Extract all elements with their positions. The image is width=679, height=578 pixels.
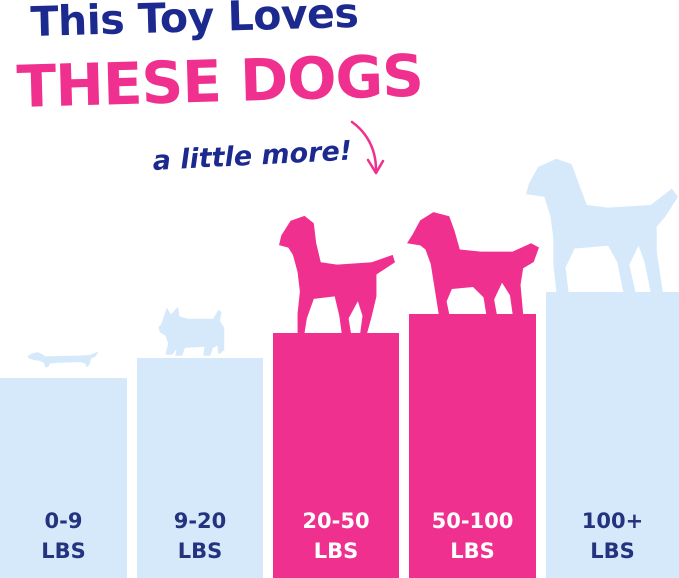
bars-group [0, 292, 679, 578]
bar-2 [137, 358, 263, 578]
bar-1 [0, 378, 127, 578]
great-dane-icon [526, 158, 678, 292]
bar-1-label-unit: LBS [41, 539, 86, 563]
curved-arrow-icon [350, 120, 378, 172]
bar-labels-group: 0-9 LBS 9-20 LBS 20-50 LBS 50-100 LBS 100+ LBS [41, 509, 643, 563]
golden-retriever-icon [407, 212, 539, 314]
bar-5 [546, 292, 679, 578]
bar-2-label-range: 9-20 [174, 509, 227, 533]
bar-1-label-range: 0-9 [45, 509, 83, 533]
bar-2-label-unit: LBS [178, 539, 223, 563]
bar-3-label-unit: LBS [314, 539, 359, 563]
labrador-icon [279, 215, 395, 333]
dogs-group [27, 158, 678, 368]
scottish-terrier-icon [158, 306, 225, 356]
bar-3 [273, 333, 399, 578]
dachshund-icon [27, 351, 99, 368]
bar-5-label-unit: LBS [590, 539, 635, 563]
bar-3-label-range: 20-50 [302, 509, 369, 533]
bar-5-label-range: 100+ [582, 509, 643, 533]
bar-4-label-unit: LBS [450, 539, 495, 563]
bar-4-label-range: 50-100 [432, 509, 514, 533]
bar-4 [409, 314, 536, 578]
arrow-head-icon [366, 158, 385, 175]
